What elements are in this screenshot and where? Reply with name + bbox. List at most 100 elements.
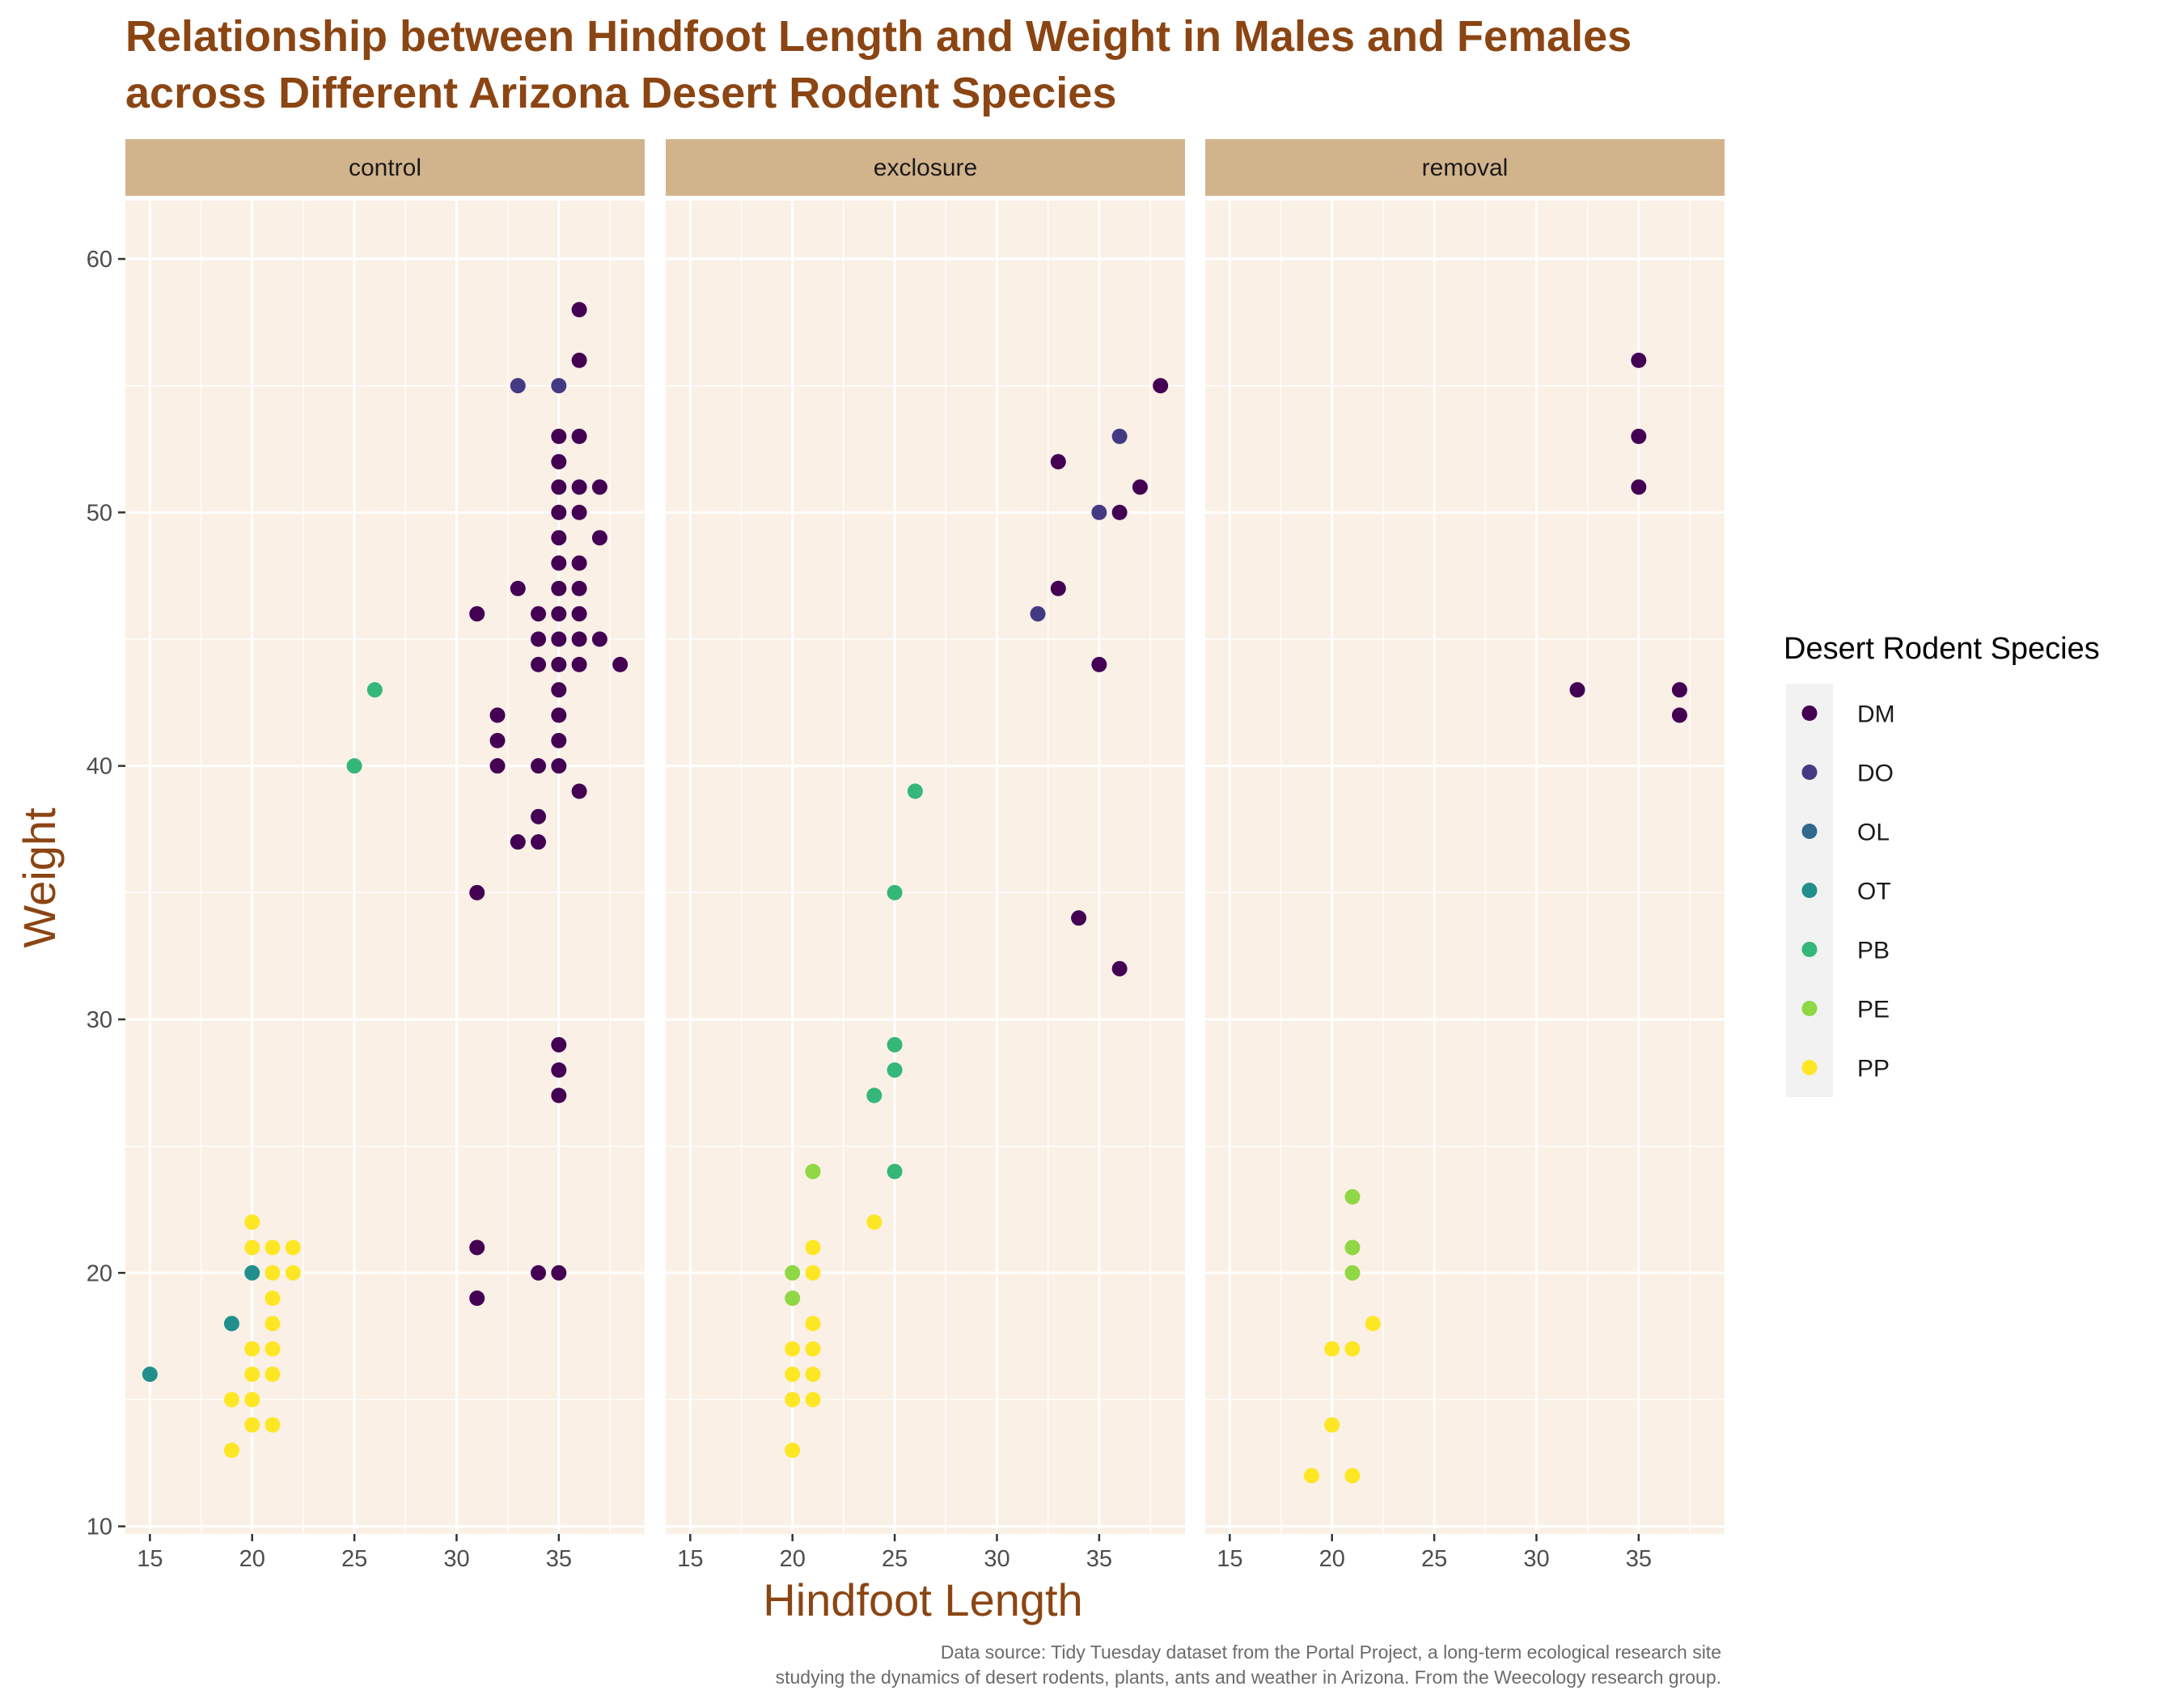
data-point-PB — [887, 1036, 903, 1053]
data-point-DM — [531, 834, 547, 850]
data-point-PB — [887, 1062, 903, 1078]
data-point-DM — [571, 783, 587, 799]
data-point-DM — [551, 1036, 567, 1053]
legend-swatch — [1801, 1060, 1818, 1075]
data-point-PP — [805, 1366, 821, 1383]
data-point-DM — [1091, 656, 1107, 672]
data-point-PP — [244, 1366, 260, 1383]
data-point-DM — [1132, 479, 1148, 495]
data-point-PP — [265, 1366, 281, 1383]
data-point-DM — [551, 1265, 567, 1281]
data-point-PB — [887, 1163, 903, 1180]
legend-item-OL: OL — [1786, 802, 1890, 861]
data-point-DM — [1631, 352, 1647, 368]
x-tick-label: 35 — [546, 1546, 572, 1572]
data-point-PP — [805, 1392, 821, 1408]
data-point-DM — [1631, 428, 1647, 444]
legend-label: PE — [1857, 997, 1890, 1023]
data-point-PP — [1324, 1417, 1340, 1433]
data-point-PP — [1365, 1316, 1381, 1332]
facet-control: control 15 20 25 30 35 — [125, 139, 645, 1572]
x-tick-label: 20 — [780, 1546, 806, 1572]
data-point-DM — [571, 352, 587, 368]
chart-title-line-2: across Different Arizona Desert Rodent S… — [125, 69, 1116, 117]
data-point-PP — [265, 1239, 281, 1256]
x-tick-label: 15 — [677, 1546, 703, 1572]
data-point-PE — [785, 1290, 801, 1307]
facet-strip-label: removal — [1422, 155, 1509, 181]
x-axis-title: Hindfoot Length — [763, 1574, 1082, 1625]
legend-label: OL — [1857, 820, 1890, 846]
legend-item-OT: OT — [1786, 861, 1891, 920]
data-point-OT — [244, 1265, 260, 1281]
legend-swatch — [1801, 765, 1818, 780]
facet-strip-label: exclosure — [874, 155, 977, 181]
data-point-DM — [469, 884, 485, 900]
data-point-DM — [551, 504, 567, 520]
data-point-DM — [1111, 960, 1128, 977]
facet-strip-control — [125, 139, 645, 196]
facet-removal: removal 15 20 25 30 35 — [1205, 139, 1725, 1572]
legend-swatch — [1801, 1001, 1818, 1016]
data-point-PP — [785, 1392, 801, 1408]
data-point-DO — [551, 378, 567, 394]
data-point-PP — [244, 1214, 260, 1231]
data-point-PP — [244, 1392, 260, 1408]
legend-item-DM: DM — [1786, 684, 1895, 743]
data-point-DM — [1050, 454, 1066, 470]
data-point-DM — [1671, 682, 1687, 698]
caption-line-1: Data source: Tidy Tuesday dataset from t… — [941, 1642, 1721, 1663]
data-point-DM — [1153, 378, 1169, 394]
data-point-DM — [571, 555, 587, 571]
data-point-DM — [1631, 479, 1647, 495]
data-point-DM — [551, 428, 567, 444]
data-point-PB — [907, 783, 923, 799]
data-point-DM — [551, 631, 567, 647]
x-tick-label: 15 — [137, 1546, 163, 1572]
data-point-PP — [265, 1341, 281, 1357]
facet-exclosure: exclosure 15 20 25 30 35 — [666, 139, 1185, 1572]
data-point-DM — [489, 758, 506, 774]
data-point-PE — [805, 1163, 821, 1180]
y-tick-label: 50 — [87, 500, 112, 526]
data-point-PP — [265, 1290, 281, 1307]
caption-line-2: studying the dynamics of desert rodents,… — [776, 1667, 1721, 1688]
y-tick-label: 10 — [87, 1515, 112, 1540]
data-point-DM — [551, 1087, 567, 1104]
data-point-PP — [1303, 1468, 1319, 1484]
data-point-DM — [571, 580, 587, 596]
data-point-DM — [571, 631, 587, 647]
data-point-DM — [1111, 504, 1128, 520]
data-point-DM — [551, 606, 567, 622]
data-point-PP — [244, 1417, 260, 1433]
x-tick-label: 20 — [239, 1546, 265, 1572]
x-tick-label: 25 — [341, 1546, 367, 1572]
y-tick-label: 30 — [87, 1007, 112, 1033]
data-point-PE — [1344, 1188, 1361, 1205]
data-point-DM — [571, 428, 587, 444]
data-point-DM — [1071, 910, 1087, 926]
facet-strip-removal — [1205, 139, 1725, 196]
data-point-DM — [489, 732, 506, 748]
data-point-DM — [531, 1265, 547, 1281]
legend-item-DO: DO — [1786, 743, 1894, 802]
data-point-DM — [551, 707, 567, 723]
data-point-PP — [285, 1239, 301, 1256]
y-tick-label: 40 — [87, 754, 112, 780]
data-point-OT — [223, 1316, 239, 1332]
data-point-PP — [244, 1239, 260, 1256]
data-point-DO — [1030, 606, 1046, 622]
data-point-DM — [551, 682, 567, 698]
data-point-PP — [785, 1341, 801, 1357]
data-point-DM — [571, 504, 587, 520]
y-tick-label: 60 — [87, 247, 112, 273]
legend-label: PB — [1857, 938, 1890, 964]
facet-strip-exclosure — [666, 139, 1185, 196]
data-point-DM — [551, 454, 567, 470]
data-point-DM — [531, 758, 547, 774]
data-point-DM — [469, 1239, 485, 1256]
data-point-PE — [1344, 1265, 1361, 1281]
legend-item-PB: PB — [1786, 920, 1890, 979]
y-tick-label: 20 — [87, 1260, 112, 1286]
